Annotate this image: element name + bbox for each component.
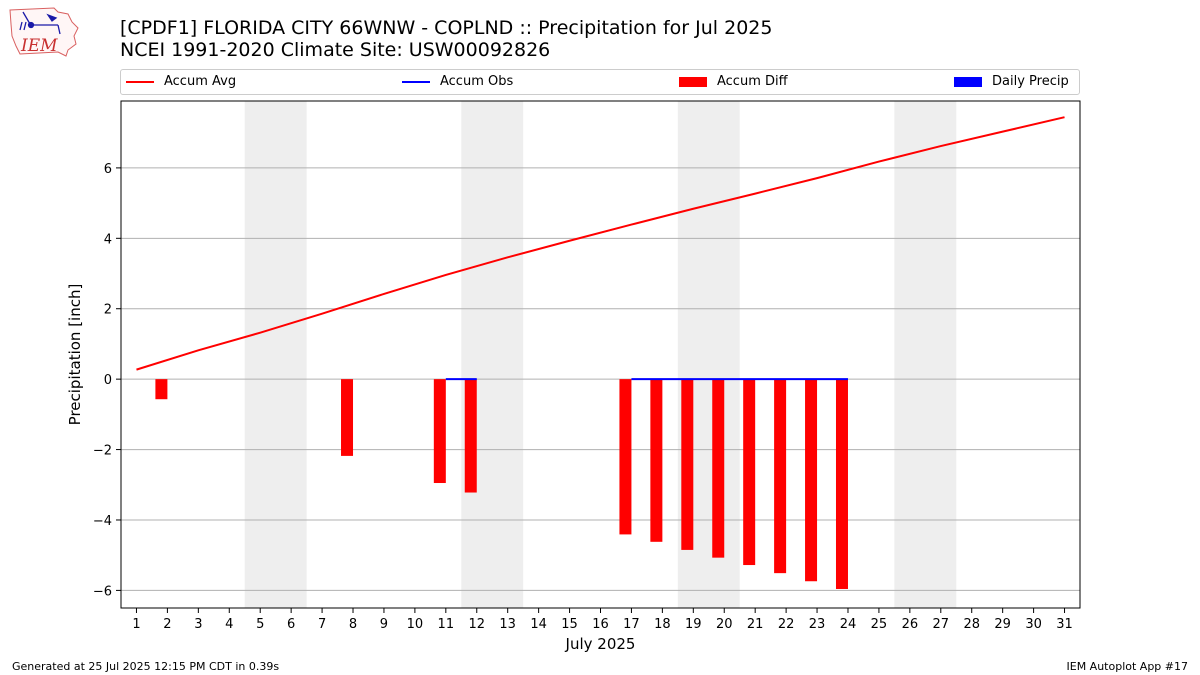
weekend-band-1	[244, 101, 307, 608]
legend: Accum Avg Accum Obs Accum Diff Daily Pre…	[120, 69, 1080, 95]
y-tick-label--4: −4	[93, 514, 112, 529]
x-tick-label-27: 27	[933, 617, 950, 632]
footer-generated: Generated at 25 Jul 2025 12:15 PM CDT in…	[12, 660, 280, 673]
legend-label-accum-avg: Accum Avg	[164, 74, 237, 89]
legend-item-accum-obs: Accum Obs	[402, 74, 513, 90]
x-tick-label-14: 14	[530, 617, 547, 632]
x-tick-label-17: 17	[623, 617, 640, 632]
x-tick-label-23: 23	[809, 617, 826, 632]
weekend-band-4	[894, 101, 957, 608]
x-tick-label-7: 7	[318, 617, 326, 632]
chart-title: [CPDF1] FLORIDA CITY 66WNW - COPLND :: P…	[120, 17, 773, 39]
x-tick-label-28: 28	[963, 617, 980, 632]
x-tick-label-15: 15	[561, 617, 578, 632]
legend-label-accum-diff: Accum Diff	[717, 74, 788, 89]
accum-avg-line	[136, 116, 1065, 371]
legend-swatch-accum-diff	[679, 76, 707, 87]
legend-swatch-accum-obs	[402, 80, 430, 83]
x-tick-label-8: 8	[349, 617, 357, 632]
accum-diff-bar-day-18	[650, 379, 663, 542]
x-tick-label-16: 16	[592, 617, 609, 632]
x-axis-label: July 2025	[565, 635, 636, 653]
legend-swatch-daily-precip	[954, 76, 982, 87]
x-tick-label-13: 13	[499, 617, 516, 632]
accum-diff-bar-day-24	[835, 379, 848, 589]
y-tick-label--2: −2	[93, 444, 112, 459]
legend-item-daily-precip: Daily Precip	[954, 74, 1069, 90]
x-tick-label-10: 10	[407, 617, 424, 632]
x-tick-label-6: 6	[287, 617, 295, 632]
accum-diff-bar-day-21	[743, 379, 756, 566]
legend-label-daily-precip: Daily Precip	[992, 74, 1069, 89]
x-tick-label-30: 30	[1025, 617, 1042, 632]
accum-diff-bar-day-11	[433, 379, 446, 484]
footer-app: IEM Autoplot App #17	[1066, 660, 1189, 673]
legend-item-accum-diff: Accum Diff	[679, 74, 788, 90]
accum-diff-bar-day-23	[805, 379, 818, 582]
chart-subtitle: NCEI 1991-2020 Climate Site: USW00092826	[120, 39, 551, 61]
logo-text: IEM	[20, 36, 58, 56]
x-tick-label-25: 25	[871, 617, 888, 632]
x-tick-label-24: 24	[840, 617, 857, 632]
x-tick-label-29: 29	[994, 617, 1011, 632]
y-tick-label-2: 2	[104, 303, 112, 318]
iem-logo: IEM	[8, 6, 80, 58]
x-tick-label-1: 1	[132, 617, 140, 632]
legend-label-accum-obs: Accum Obs	[440, 74, 514, 89]
x-tick-label-9: 9	[380, 617, 388, 632]
x-tick-label-18: 18	[654, 617, 671, 632]
accum-diff-bar-day-20	[712, 379, 725, 558]
y-axis-label: Precipitation [inch]	[66, 284, 84, 426]
x-tick-label-31: 31	[1056, 617, 1073, 632]
accum-diff-bar-day-22	[774, 379, 787, 574]
accum-diff-bar-day-8	[341, 379, 354, 456]
legend-swatch-accum-avg	[126, 80, 154, 83]
x-tick-label-19: 19	[685, 617, 702, 632]
x-tick-label-2: 2	[163, 617, 171, 632]
x-tick-label-22: 22	[778, 617, 795, 632]
accum-diff-bar-day-19	[681, 379, 694, 550]
y-tick-label--6: −6	[93, 584, 112, 599]
x-tick-label-12: 12	[468, 617, 485, 632]
x-tick-label-11: 11	[438, 617, 455, 632]
x-tick-label-4: 4	[225, 617, 233, 632]
x-tick-label-3: 3	[194, 617, 202, 632]
y-tick-label-6: 6	[104, 162, 112, 177]
accum-diff-bar-day-17	[619, 379, 632, 535]
x-tick-label-26: 26	[902, 617, 919, 632]
legend-item-accum-avg: Accum Avg	[126, 74, 236, 90]
weekend-band-2	[461, 101, 524, 608]
accum-diff-bar-day-12	[464, 379, 477, 493]
x-tick-label-20: 20	[716, 617, 733, 632]
x-tick-label-21: 21	[747, 617, 764, 632]
accum-diff-bar-day-2	[155, 379, 168, 400]
y-tick-label-0: 0	[104, 373, 112, 388]
y-tick-label-4: 4	[104, 232, 112, 247]
x-tick-label-5: 5	[256, 617, 264, 632]
